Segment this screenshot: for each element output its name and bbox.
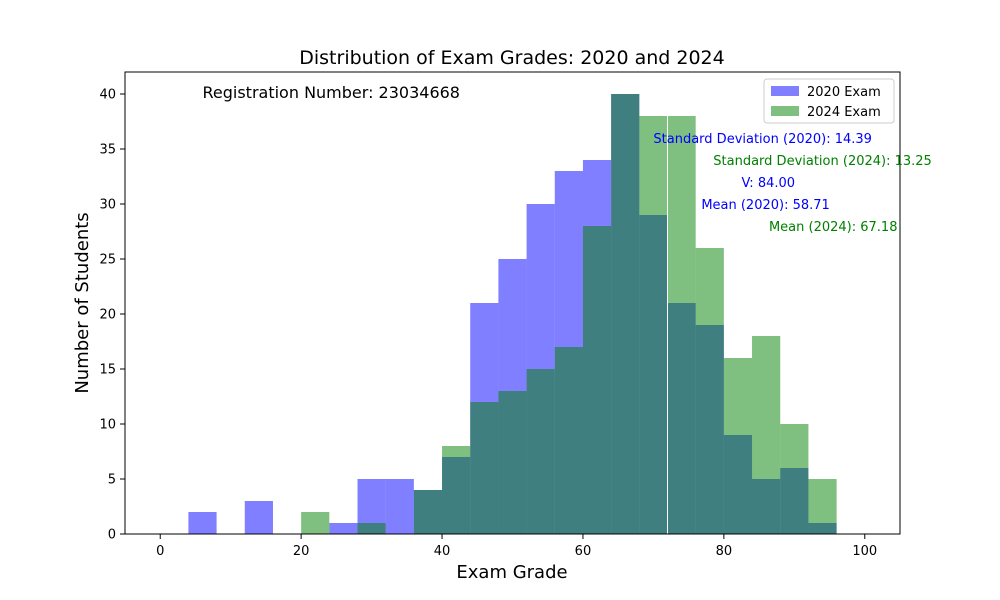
bar-series-1-bin-5 (301, 512, 330, 534)
plot-frame (124, 71, 901, 535)
chart-title: Distribution of Exam Grades: 2020 and 20… (299, 47, 724, 69)
bars-layer (188, 94, 837, 534)
bar-series-1-bin-20 (723, 358, 753, 534)
x-tick-label: 80 (716, 544, 733, 559)
x-tick-label: 60 (575, 544, 592, 559)
bar-series-1-bin-18 (667, 116, 696, 534)
y-tick-label: 40 (99, 88, 116, 103)
x-tick-label: 100 (852, 544, 877, 559)
stat-annotation: Standard Deviation (2020): 14.39 (653, 132, 872, 147)
y-tick-label: 5 (108, 473, 116, 488)
legend: 2020 Exam 2024 Exam (763, 78, 895, 124)
x-tick-label: 0 (156, 544, 164, 559)
x-axis-title: Exam Grade (456, 562, 567, 583)
bar-series-0-bin-6 (329, 523, 358, 534)
y-tick-label: 15 (99, 363, 116, 378)
y-tick-label: 10 (99, 418, 116, 433)
registration-number-text: Registration Number: 23034668 (203, 83, 460, 102)
axes-layer: 0 20 40 60 80 100 0 5 10 15 20 25 30 35 40 (99, 71, 901, 559)
bar-series-0-bin-3 (244, 501, 273, 534)
legend-label: 2020 Exam (807, 85, 881, 100)
legend-label: 2024 Exam (807, 105, 881, 120)
bar-series-1-bin-13 (526, 369, 555, 534)
y-tick-label: 25 (99, 253, 116, 268)
annotation-layer: Registration Number: 23034668 Standard De… (203, 83, 932, 235)
bar-series-0-bin-1 (188, 512, 217, 534)
stat-annotation: Mean (2020): 58.71 (701, 198, 830, 213)
bar-series-1-bin-19 (695, 248, 724, 534)
bar-series-1-bin-11 (470, 402, 499, 534)
stat-annotation: V: 84.00 (741, 176, 795, 191)
bar-series-1-bin-12 (498, 391, 527, 534)
bar-series-1-bin-22 (780, 424, 809, 534)
bar-series-1-bin-21 (752, 336, 781, 534)
stat-annotation: Standard Deviation (2024): 13.25 (713, 154, 932, 169)
y-tick-label: 20 (99, 308, 116, 323)
legend-swatch (771, 106, 799, 116)
bar-series-1-bin-16 (611, 94, 640, 534)
y-tick-label: 30 (99, 198, 116, 213)
bar-series-1-bin-7 (357, 523, 386, 534)
bar-series-0-bin-8 (385, 479, 414, 534)
legend-swatch (771, 86, 799, 96)
y-tick-label: 35 (99, 143, 116, 158)
x-tick-label: 20 (293, 544, 310, 559)
bar-series-1-bin-17 (639, 116, 668, 534)
y-axis-title: Number of Students (72, 212, 93, 393)
bar-series-1-bin-14 (554, 347, 583, 534)
bar-series-1-bin-23 (808, 479, 837, 534)
bar-series-1-bin-10 (442, 446, 471, 534)
stat-annotation: Mean (2024): 67.18 (769, 220, 898, 235)
y-tick-label: 0 (108, 528, 116, 543)
x-tick-label: 40 (434, 544, 451, 559)
bar-series-1-bin-15 (582, 226, 612, 534)
bar-series-1-bin-9 (413, 490, 443, 534)
